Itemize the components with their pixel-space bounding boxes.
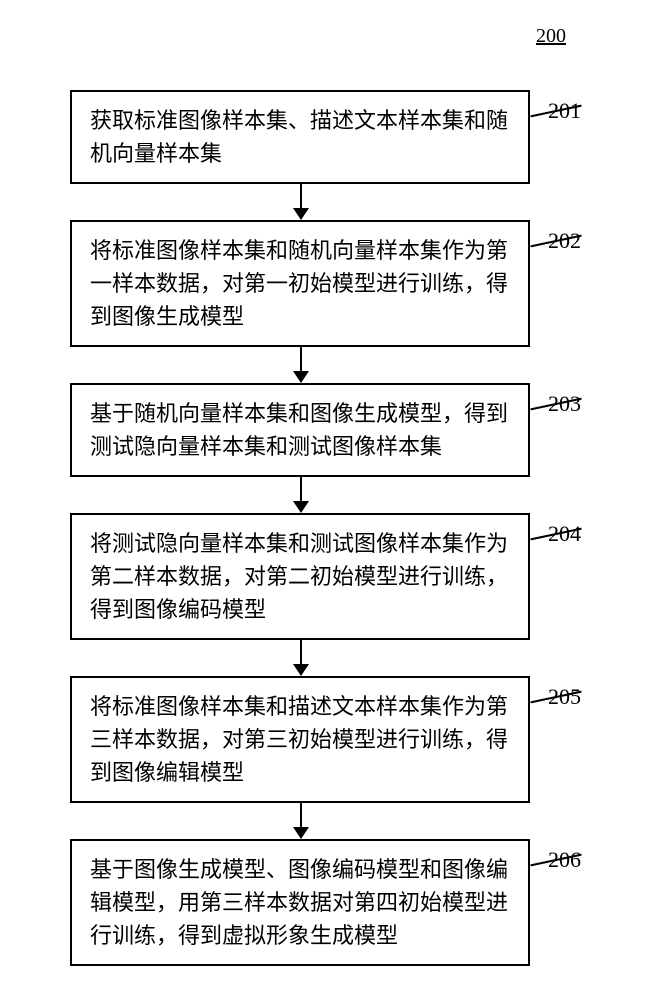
arrow-head-icon <box>293 501 309 513</box>
step-row: 将标准图像样本集和随机向量样本集作为第一样本数据，对第一初始模型进行训练，得到图… <box>30 220 636 347</box>
arrow-head-icon <box>293 371 309 383</box>
step-row: 基于图像生成模型、图像编码模型和图像编辑模型，用第三样本数据对第四初始模型进行训… <box>30 839 636 966</box>
step-row: 基于随机向量样本集和图像生成模型，得到测试隐向量样本集和测试图像样本集 203 <box>30 383 636 477</box>
arrow-head-icon <box>293 827 309 839</box>
connector-arrow <box>30 184 636 220</box>
step-box-1: 获取标准图像样本集、描述文本样本集和随机向量样本集 <box>70 90 530 184</box>
step-box-2: 将标准图像样本集和随机向量样本集作为第一样本数据，对第一初始模型进行训练，得到图… <box>70 220 530 347</box>
step-row: 将测试隐向量样本集和测试图像样本集作为第二样本数据，对第二初始模型进行训练，得到… <box>30 513 636 640</box>
step-box-5: 将标准图像样本集和描述文本样本集作为第三样本数据，对第三初始模型进行训练，得到图… <box>70 676 530 803</box>
connector-arrow <box>30 477 636 513</box>
connector-arrow <box>30 803 636 839</box>
arrow-head-icon <box>293 208 309 220</box>
arrow-head-icon <box>293 664 309 676</box>
page-number: 200 <box>536 25 566 48</box>
step-row: 将标准图像样本集和描述文本样本集作为第三样本数据，对第三初始模型进行训练，得到图… <box>30 676 636 803</box>
connector-arrow <box>30 347 636 383</box>
connector-arrow <box>30 640 636 676</box>
flowchart-container: 获取标准图像样本集、描述文本样本集和随机向量样本集 201 将标准图像样本集和随… <box>30 90 636 966</box>
step-row: 获取标准图像样本集、描述文本样本集和随机向量样本集 201 <box>30 90 636 184</box>
step-box-4: 将测试隐向量样本集和测试图像样本集作为第二样本数据，对第二初始模型进行训练，得到… <box>70 513 530 640</box>
step-box-6: 基于图像生成模型、图像编码模型和图像编辑模型，用第三样本数据对第四初始模型进行训… <box>70 839 530 966</box>
step-box-3: 基于随机向量样本集和图像生成模型，得到测试隐向量样本集和测试图像样本集 <box>70 383 530 477</box>
